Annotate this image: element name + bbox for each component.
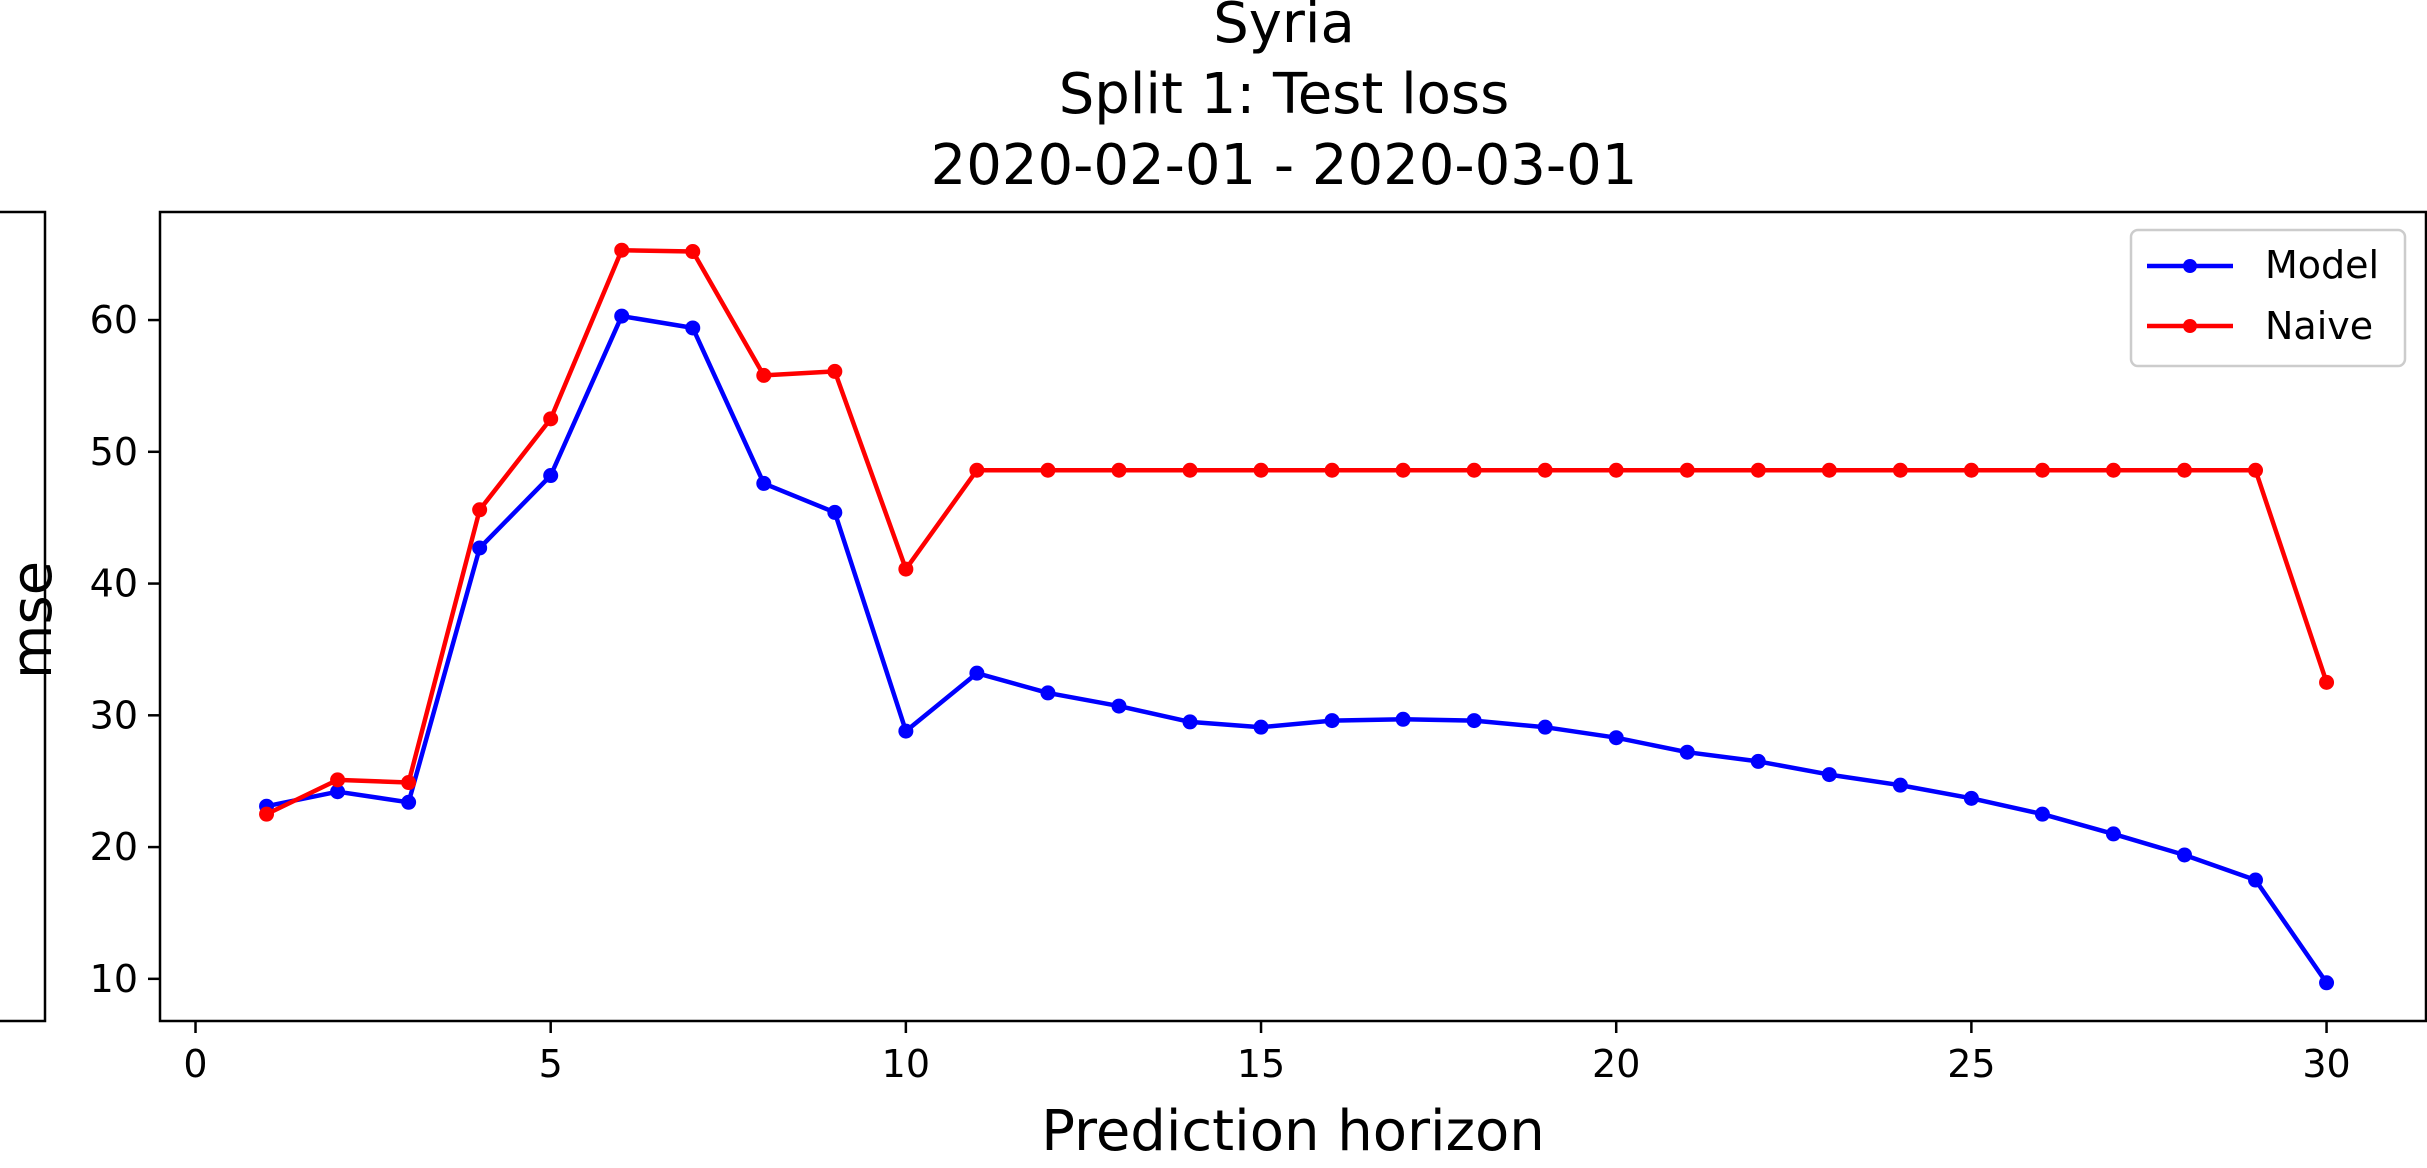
y-tick-label: 10 — [90, 957, 138, 1001]
data-point-naive — [472, 502, 488, 518]
data-point-model — [685, 320, 701, 336]
data-point-model — [969, 665, 985, 681]
data-point-naive — [543, 411, 559, 427]
data-point-model — [1253, 719, 1269, 735]
x-tick-label: 30 — [2302, 1042, 2350, 1086]
y-tick-label: 50 — [90, 430, 138, 474]
data-point-naive — [685, 244, 701, 260]
legend-model-label: Model — [2265, 243, 2379, 287]
data-point-model — [1466, 713, 1482, 729]
data-point-naive — [969, 462, 985, 478]
x-tick-label: 10 — [882, 1042, 930, 1086]
x-tick-label: 5 — [539, 1042, 563, 1086]
data-point-naive — [614, 242, 630, 258]
data-point-naive — [898, 561, 914, 577]
legend-naive-label: Naive — [2265, 304, 2373, 348]
data-point-model — [1395, 711, 1411, 727]
data-point-naive — [2248, 462, 2264, 478]
data-point-naive — [259, 806, 275, 822]
data-point-model — [2105, 826, 2121, 842]
y-tick-label: 30 — [90, 693, 138, 737]
data-point-naive — [1040, 462, 1056, 478]
data-point-naive — [2034, 462, 2050, 478]
data-point-naive — [756, 367, 772, 383]
x-axis: 0 5 10 15 20 25 30 — [183, 1021, 2351, 1086]
y-tick-label: 20 — [90, 825, 138, 869]
data-point-model — [898, 723, 914, 739]
chart-title-line-2: Split 1: Test loss — [1059, 62, 1510, 127]
data-point-model — [2248, 872, 2264, 888]
data-point-model — [827, 504, 843, 520]
data-point-naive — [1253, 462, 1269, 478]
x-tick-label: 15 — [1237, 1042, 1285, 1086]
data-point-naive — [2176, 462, 2192, 478]
series-layer — [259, 242, 2335, 991]
data-point-naive — [2105, 462, 2121, 478]
data-point-model — [1182, 714, 1198, 730]
data-point-naive — [1821, 462, 1837, 478]
data-point-model — [1892, 777, 1908, 793]
neighbor-panel-frame — [0, 210, 47, 1023]
data-point-model — [1537, 719, 1553, 735]
data-point-naive — [330, 772, 346, 788]
plot-area — [158, 210, 2427, 1023]
x-tick-label: 20 — [1592, 1042, 1640, 1086]
data-point-model — [543, 468, 559, 484]
data-point-naive — [401, 775, 417, 791]
data-point-naive — [1182, 462, 1198, 478]
data-point-model — [1963, 790, 1979, 806]
x-tick-label: 25 — [1947, 1042, 1995, 1086]
legend-model-marker — [2183, 259, 2197, 273]
data-point-naive — [827, 363, 843, 379]
x-axis-label: Prediction horizon — [1041, 1099, 1544, 1164]
y-tick-label: 60 — [90, 298, 138, 342]
data-point-model — [1111, 698, 1127, 714]
chart-title-line-3: 2020-02-01 - 2020-03-01 — [931, 133, 1638, 198]
data-point-naive — [1324, 462, 1340, 478]
x-tick-label: 0 — [183, 1042, 207, 1086]
series-line-model — [266, 313, 2329, 985]
chart-title-line-1: Syria — [1213, 0, 1355, 56]
data-point-naive — [1466, 462, 1482, 478]
data-point-naive — [2319, 674, 2335, 690]
legend-naive-marker — [2183, 319, 2197, 333]
data-point-naive — [1963, 462, 1979, 478]
data-point-model — [756, 475, 772, 491]
data-point-naive — [1892, 462, 1908, 478]
data-point-model — [1040, 685, 1056, 701]
data-point-naive — [1608, 462, 1624, 478]
data-point-model — [401, 794, 417, 810]
data-point-model — [2034, 806, 2050, 822]
data-point-naive — [1537, 462, 1553, 478]
y-axis: 10 20 30 40 50 60 — [90, 298, 160, 1001]
data-point-model — [1324, 713, 1340, 729]
data-point-naive — [1111, 462, 1127, 478]
data-point-model — [614, 308, 630, 324]
y-axis-label: mse — [0, 561, 65, 679]
data-point-naive — [1679, 462, 1695, 478]
data-point-naive — [1750, 462, 1766, 478]
data-point-model — [330, 784, 346, 800]
data-point-model — [2319, 975, 2335, 991]
data-point-model — [1821, 767, 1837, 783]
y-tick-label: 40 — [90, 562, 138, 606]
data-point-model — [472, 540, 488, 556]
data-point-model — [1608, 730, 1624, 746]
data-point-model — [1679, 744, 1695, 760]
data-point-naive — [1395, 462, 1411, 478]
legend: Model Naive — [2129, 228, 2407, 368]
data-point-model — [1750, 753, 1766, 769]
data-point-model — [2176, 847, 2192, 863]
series-line-naive — [265, 247, 2329, 817]
